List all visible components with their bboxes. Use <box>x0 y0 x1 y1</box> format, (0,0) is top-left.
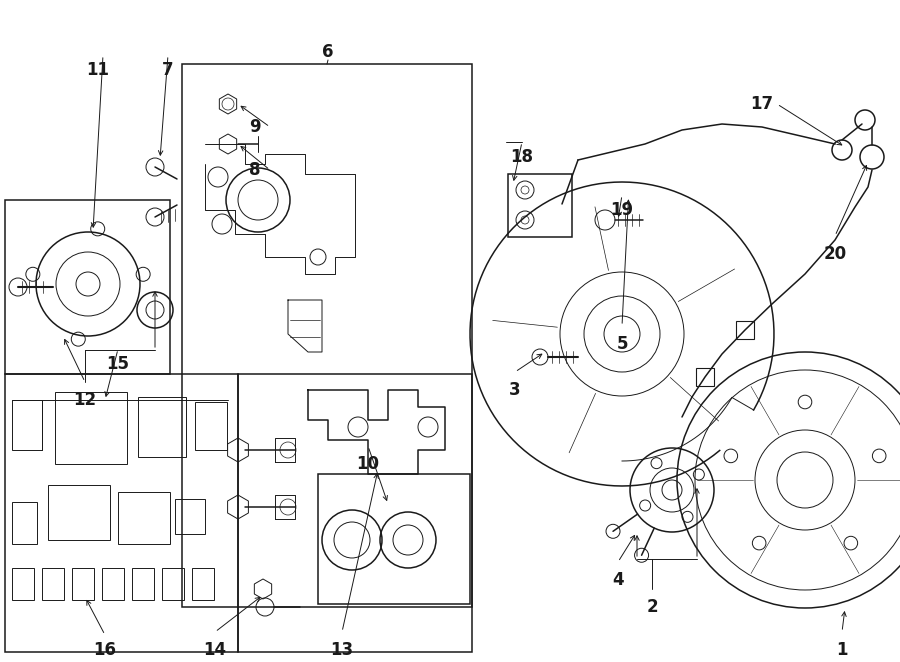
Bar <box>12 400 42 450</box>
Bar <box>72 568 94 600</box>
Text: 1: 1 <box>836 641 848 659</box>
Bar <box>318 474 470 604</box>
Bar <box>48 485 110 540</box>
Text: 16: 16 <box>94 641 116 659</box>
Text: 20: 20 <box>824 245 847 263</box>
Bar <box>55 392 127 464</box>
Text: 11: 11 <box>86 61 110 79</box>
Text: 12: 12 <box>74 391 96 409</box>
Text: 14: 14 <box>203 641 227 659</box>
Bar <box>192 568 214 600</box>
Bar <box>102 568 124 600</box>
Text: 19: 19 <box>610 201 634 219</box>
Bar <box>195 402 227 450</box>
Text: 15: 15 <box>106 355 130 373</box>
Circle shape <box>634 548 649 562</box>
Text: 18: 18 <box>510 148 534 166</box>
Bar <box>42 568 64 600</box>
Bar <box>12 568 34 600</box>
Bar <box>736 321 754 339</box>
Bar <box>12 502 37 544</box>
Text: 3: 3 <box>509 381 521 399</box>
Circle shape <box>606 524 620 538</box>
Bar <box>696 368 714 386</box>
Text: 8: 8 <box>249 161 261 179</box>
Text: 9: 9 <box>249 118 261 136</box>
Text: 10: 10 <box>356 455 380 473</box>
Bar <box>138 397 186 457</box>
Bar <box>162 568 184 600</box>
Text: 7: 7 <box>162 61 174 79</box>
Text: 17: 17 <box>751 95 774 113</box>
Bar <box>238 374 472 652</box>
Bar <box>132 568 154 600</box>
Text: 13: 13 <box>330 641 354 659</box>
Text: 2: 2 <box>646 598 658 616</box>
Text: 4: 4 <box>612 571 624 589</box>
Bar <box>175 499 205 534</box>
Bar <box>118 492 170 544</box>
Text: 6: 6 <box>322 43 334 61</box>
Bar <box>182 64 472 607</box>
Text: 5: 5 <box>616 335 628 353</box>
Bar <box>5 374 238 652</box>
Bar <box>508 174 572 237</box>
Bar <box>5 200 170 374</box>
